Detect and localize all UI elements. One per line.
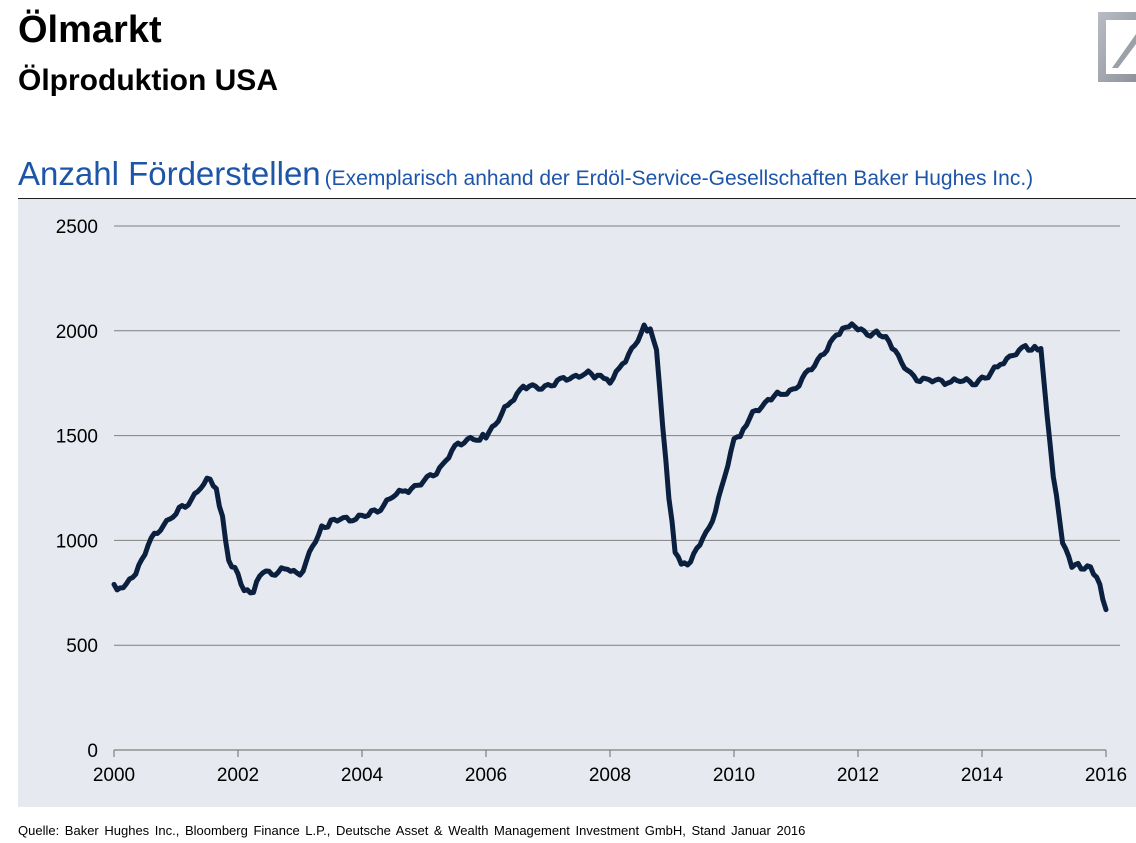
y-tick-label: 0 (87, 741, 98, 762)
x-tick-label: 2016 (1085, 765, 1127, 786)
y-axis-labels: 0 500 1000 1500 2000 2500 (56, 217, 98, 762)
x-tick-label: 2008 (589, 765, 631, 786)
plot-background (18, 199, 1136, 807)
y-tick-label: 1000 (56, 531, 98, 552)
x-tick-label: 2014 (961, 765, 1004, 786)
x-tick-label: 2010 (713, 765, 755, 786)
chart-heading-note: (Exemplarisch anhand der Erdöl-Service-G… (324, 167, 1034, 190)
x-tick-label: 2004 (341, 765, 384, 786)
deutsche-bank-logo-icon (1098, 12, 1136, 82)
x-axis: 2000 2002 2004 2006 2008 2010 2012 2014 2016 (93, 749, 1127, 786)
x-tick-label: 2012 (837, 765, 879, 786)
page-subtitle: Ölproduktion USA (18, 64, 278, 97)
page-title: Ölmarkt (18, 9, 162, 51)
chart-heading: Anzahl Förderstellen (Exemplarisch anhand… (18, 155, 1034, 192)
y-tick-label: 2500 (56, 217, 98, 238)
heading-rule (18, 198, 1136, 199)
x-tick-label: 2002 (217, 765, 259, 786)
source-note: Quelle: Baker Hughes Inc., Bloomberg Fin… (18, 823, 806, 838)
y-tick-label: 2000 (56, 322, 98, 343)
chart-heading-main: Anzahl Förderstellen (18, 155, 321, 192)
x-tick-label: 2000 (93, 765, 135, 786)
gridlines (114, 225, 1120, 646)
x-tick-label: 2006 (465, 765, 507, 786)
y-tick-label: 1500 (56, 427, 98, 448)
series-line-0 (111, 321, 1109, 613)
series-group (111, 321, 1109, 613)
y-tick-label: 500 (66, 636, 98, 657)
